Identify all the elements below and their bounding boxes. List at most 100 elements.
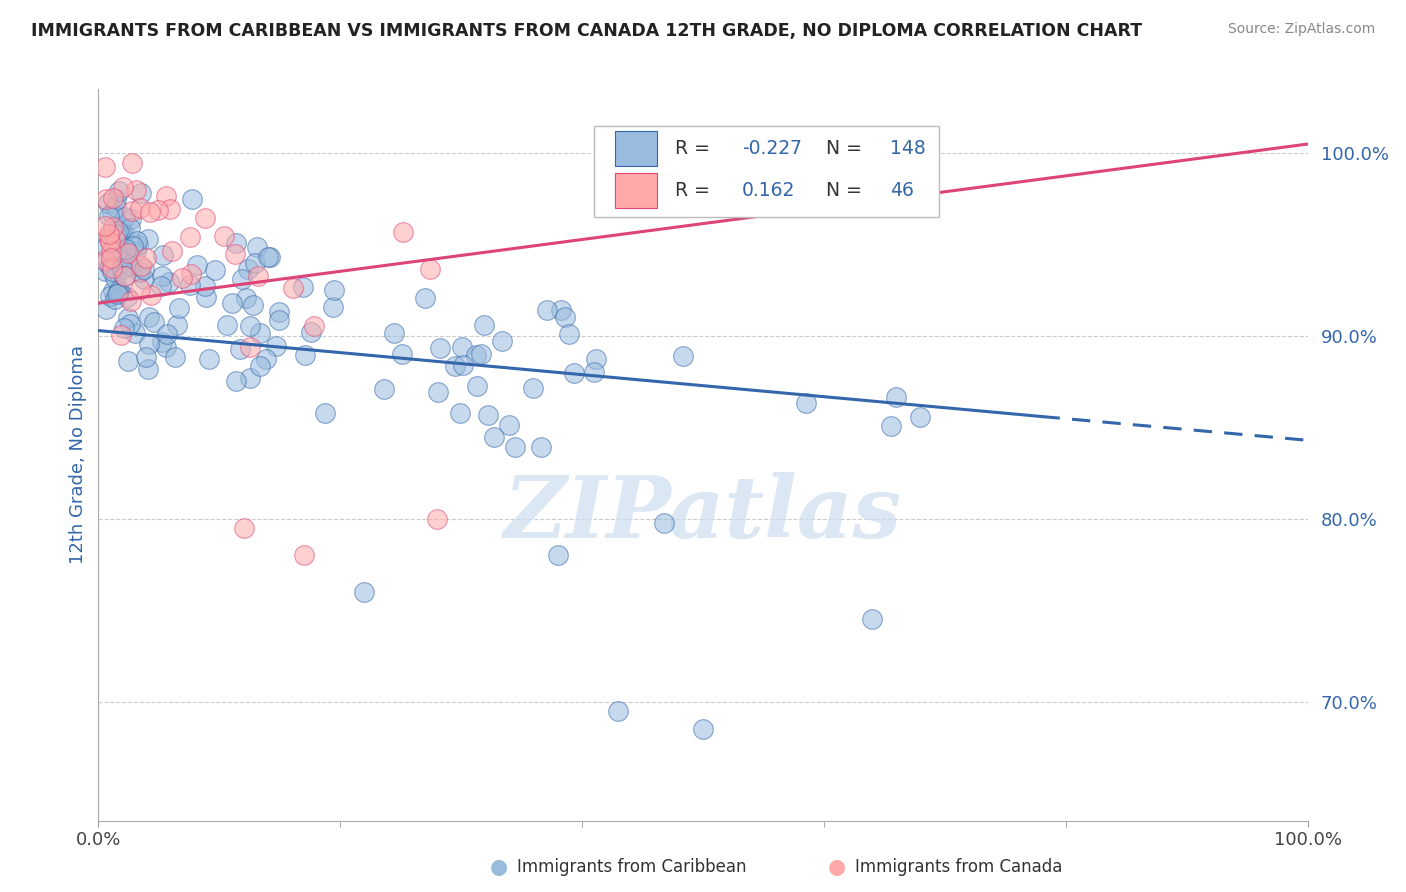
Point bbox=[100, 225, 122, 239]
Point bbox=[212, 228, 235, 243]
Point bbox=[108, 184, 131, 198]
Point bbox=[129, 260, 152, 274]
Point bbox=[224, 247, 246, 261]
Point bbox=[554, 310, 576, 325]
Point bbox=[100, 251, 122, 265]
Point bbox=[498, 418, 520, 433]
Point bbox=[299, 325, 322, 339]
Y-axis label: 12th Grade, No Diploma: 12th Grade, No Diploma bbox=[69, 345, 87, 565]
Point bbox=[107, 285, 129, 300]
Point bbox=[159, 202, 181, 217]
Point bbox=[470, 347, 492, 361]
Point bbox=[179, 278, 201, 293]
Point bbox=[169, 301, 191, 316]
Text: 148: 148 bbox=[890, 139, 927, 158]
Point bbox=[98, 232, 121, 246]
Point bbox=[139, 204, 162, 219]
Point bbox=[239, 319, 262, 334]
Point bbox=[127, 235, 149, 249]
Point bbox=[121, 203, 143, 218]
Point bbox=[112, 180, 135, 194]
Point bbox=[148, 202, 170, 217]
Point bbox=[198, 352, 221, 367]
Point bbox=[150, 268, 173, 283]
Text: N =: N = bbox=[827, 181, 869, 200]
Point bbox=[101, 260, 124, 275]
Point bbox=[558, 327, 581, 342]
Point bbox=[239, 371, 262, 385]
Point bbox=[530, 440, 553, 454]
Point bbox=[235, 291, 257, 305]
Text: N =: N = bbox=[827, 139, 869, 158]
Point bbox=[110, 220, 132, 235]
Point bbox=[413, 291, 436, 305]
Point bbox=[112, 242, 135, 256]
Point bbox=[323, 283, 346, 297]
Point bbox=[107, 224, 129, 238]
Point bbox=[692, 723, 714, 737]
Point bbox=[96, 240, 118, 254]
Point bbox=[129, 282, 152, 296]
Point bbox=[152, 335, 174, 350]
Point bbox=[225, 235, 247, 250]
Point bbox=[152, 248, 174, 262]
Point bbox=[101, 191, 124, 205]
Point bbox=[93, 160, 115, 174]
Point bbox=[382, 326, 405, 341]
Point bbox=[353, 585, 375, 599]
Text: ●: ● bbox=[491, 857, 508, 877]
Point bbox=[117, 246, 139, 260]
Point bbox=[429, 342, 451, 356]
Point bbox=[115, 290, 138, 304]
Point bbox=[860, 613, 883, 627]
Text: ●: ● bbox=[828, 857, 845, 877]
Point bbox=[522, 381, 544, 395]
Point bbox=[160, 244, 183, 259]
Point bbox=[292, 280, 315, 294]
Point bbox=[111, 235, 134, 249]
Point bbox=[180, 267, 202, 281]
Point bbox=[451, 358, 474, 372]
Point bbox=[155, 340, 177, 354]
Point bbox=[672, 349, 695, 363]
Point bbox=[257, 250, 280, 264]
Point bbox=[392, 225, 415, 239]
Point bbox=[104, 232, 127, 246]
Point bbox=[124, 326, 146, 340]
Point bbox=[121, 239, 143, 253]
Point bbox=[166, 318, 188, 333]
Text: R =: R = bbox=[675, 139, 716, 158]
Point bbox=[547, 549, 569, 563]
Point bbox=[267, 305, 290, 319]
Point bbox=[585, 351, 607, 366]
Point bbox=[536, 303, 558, 318]
Point bbox=[120, 212, 142, 227]
Point bbox=[117, 353, 139, 368]
Point bbox=[118, 258, 141, 272]
Point bbox=[96, 301, 118, 316]
Point bbox=[142, 315, 165, 329]
Point bbox=[314, 406, 336, 420]
Point bbox=[104, 293, 127, 307]
Point bbox=[101, 263, 124, 277]
Point bbox=[112, 268, 135, 283]
Point bbox=[426, 384, 449, 399]
FancyBboxPatch shape bbox=[595, 126, 939, 218]
Point bbox=[157, 275, 180, 289]
Point bbox=[607, 704, 630, 718]
Point bbox=[127, 238, 149, 252]
Point bbox=[249, 326, 271, 341]
Point bbox=[444, 359, 467, 373]
Point bbox=[465, 379, 488, 393]
Point bbox=[94, 253, 117, 268]
Point bbox=[503, 440, 526, 454]
Point bbox=[124, 244, 146, 259]
Point bbox=[472, 318, 495, 333]
Point bbox=[204, 263, 226, 277]
Point bbox=[138, 336, 160, 351]
Point bbox=[121, 156, 143, 170]
Text: Immigrants from Caribbean: Immigrants from Caribbean bbox=[517, 858, 747, 876]
Point bbox=[107, 286, 129, 301]
Point bbox=[246, 269, 269, 284]
Point bbox=[562, 367, 585, 381]
